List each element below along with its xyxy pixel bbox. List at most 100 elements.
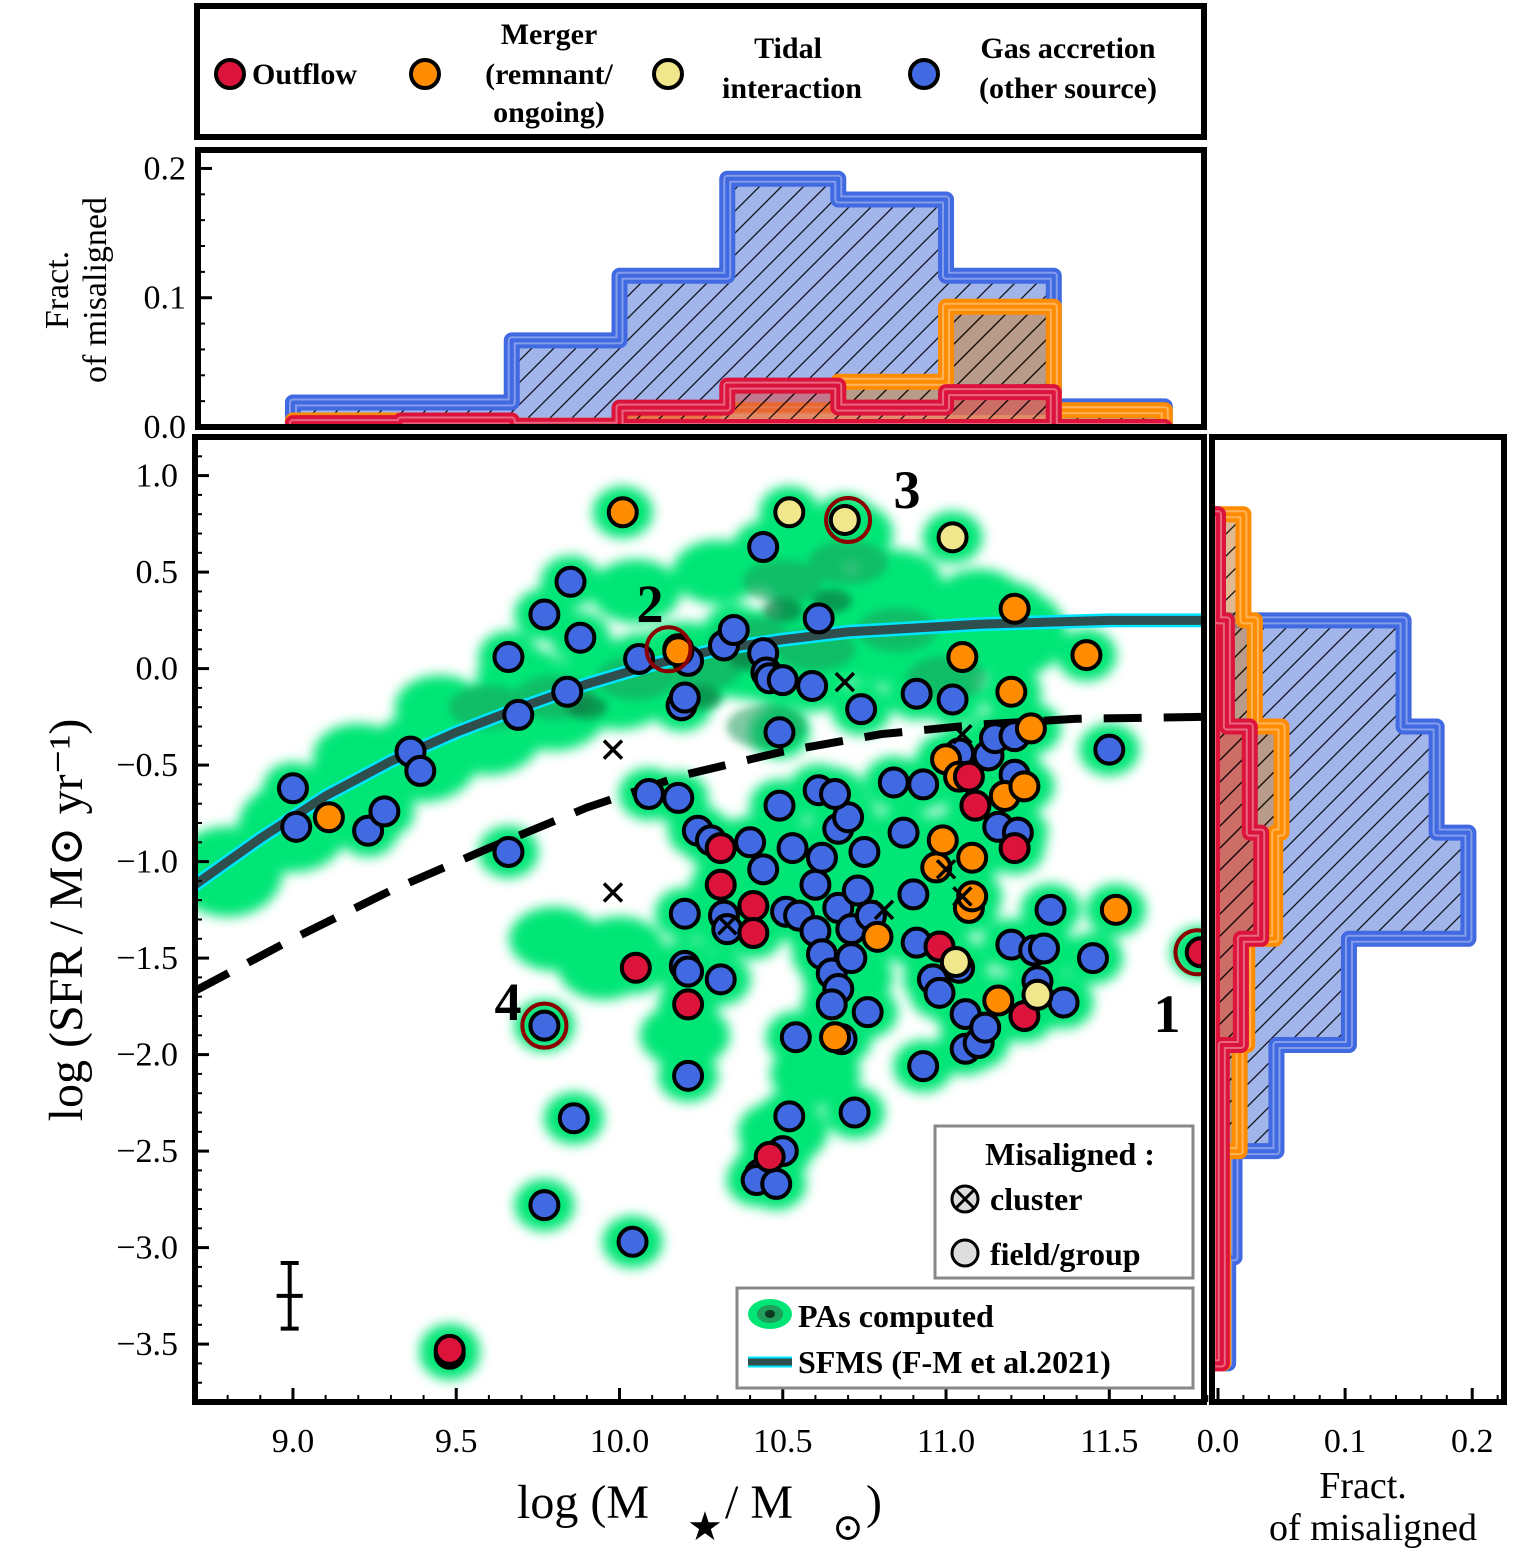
merger-point bbox=[956, 880, 989, 913]
top-legend-frame bbox=[194, 3, 1207, 140]
right-histogram-x-ticks: 0.0 0.1 0.2 bbox=[1197, 1388, 1499, 1460]
gas-accretion-point bbox=[1027, 932, 1060, 965]
merger-point bbox=[1008, 770, 1041, 803]
gas-accretion-point bbox=[528, 1009, 561, 1042]
gas-accretion-point bbox=[528, 1189, 561, 1222]
xlabel-star: ★ bbox=[687, 1504, 723, 1549]
x-tick-label: 9.5 bbox=[435, 1423, 478, 1460]
tidal-point bbox=[939, 945, 972, 978]
highlight-ring-1 bbox=[1173, 928, 1204, 977]
top-legend: Outflow Merger (remnant/ ongoing) Tidal … bbox=[194, 3, 1207, 140]
gas-accretion-point bbox=[1093, 733, 1126, 766]
outflow-point bbox=[737, 889, 770, 922]
merger-point bbox=[1070, 639, 1103, 672]
annotation-1: 1 bbox=[1154, 984, 1181, 1044]
main-scatter-panel: 9.0 9.5 10.0 10.5 11.0 11.5 1.0 0.5 0.0 −0.5 −1.0 −… bbox=[40, 434, 1209, 1549]
merger-legend-label-1: Merger bbox=[501, 18, 598, 51]
xlabel-part-2: / M bbox=[725, 1476, 793, 1529]
gas-accretion-point bbox=[776, 832, 809, 865]
gas-accretion-point bbox=[668, 897, 701, 930]
annotation-4: 4 bbox=[495, 972, 522, 1032]
gas-accretion-point bbox=[819, 778, 852, 811]
right-xlabel-line2: of misaligned bbox=[1269, 1507, 1477, 1549]
contour-blob bbox=[639, 1003, 730, 1068]
merger-point bbox=[926, 824, 959, 857]
top-hist-outflow bbox=[284, 377, 1173, 427]
merger-point bbox=[1099, 893, 1132, 926]
gas-accretion-point bbox=[763, 716, 796, 749]
scatter-points bbox=[276, 495, 1204, 1370]
gas-accretion-point bbox=[841, 874, 874, 907]
gas-accretion-point bbox=[368, 795, 401, 828]
right-hist-outflow bbox=[1212, 506, 1270, 1372]
cluster-cross-marker bbox=[952, 886, 973, 907]
outflow-point bbox=[753, 1140, 786, 1173]
merger-legend-marker bbox=[409, 58, 441, 90]
annotation-2: 2 bbox=[637, 574, 664, 634]
gas-accretion-point bbox=[936, 683, 969, 716]
gas-accretion-point bbox=[773, 1100, 806, 1133]
gas-legend-label-2: (other source) bbox=[979, 72, 1157, 105]
y-tick-label: −3.5 bbox=[116, 1326, 178, 1363]
gas-accretion-point bbox=[1034, 893, 1067, 926]
xlabel-sun: ⊙ bbox=[832, 1507, 864, 1549]
sfms-legend-label: SFMS (F-M et al.2021) bbox=[798, 1344, 1111, 1380]
cluster-cross-marker bbox=[873, 899, 895, 921]
top-y-tick-label: 0.2 bbox=[144, 150, 187, 187]
outflow-point bbox=[959, 789, 992, 822]
top-histogram-panel: 0.0 0.1 0.2 Fract. of misaligned bbox=[39, 147, 1207, 446]
gas-accretion-point bbox=[799, 868, 832, 901]
tidal-point bbox=[773, 496, 806, 529]
gas-accretion-point bbox=[851, 996, 884, 1029]
gas-accretion-point bbox=[802, 602, 835, 635]
gas-accretion-point bbox=[845, 693, 878, 726]
merger-point bbox=[946, 641, 979, 674]
gas-accretion-point bbox=[796, 669, 829, 702]
cluster-cross-marker bbox=[952, 723, 973, 745]
right-histogram-panel: 0.0 0.1 0.2 Fract. of misaligned bbox=[1197, 434, 1507, 1549]
gas-accretion-point bbox=[551, 675, 584, 708]
gas-accretion-point bbox=[969, 1011, 1002, 1044]
y-tick-label: −2.5 bbox=[116, 1133, 178, 1170]
right-xlabel-line1: Fract. bbox=[1319, 1465, 1407, 1507]
gas-accretion-point bbox=[815, 988, 848, 1021]
tidal-legend-label-1: Tidal bbox=[754, 32, 822, 65]
merger-point bbox=[998, 592, 1031, 625]
misaligned-legend-field: field/group bbox=[990, 1236, 1141, 1272]
x-tick-label: 10.5 bbox=[753, 1423, 813, 1460]
y-tick-label: 0.0 bbox=[136, 651, 179, 688]
merger-point bbox=[1014, 712, 1047, 745]
outflow-point bbox=[737, 917, 770, 950]
outflow-point bbox=[619, 951, 652, 984]
gas-accretion-point bbox=[502, 698, 535, 731]
top-y-tick-label: 0.0 bbox=[144, 409, 187, 446]
right-x-tick-label: 0.1 bbox=[1324, 1423, 1367, 1460]
outflow-point bbox=[704, 832, 737, 865]
xlabel-part-1: log (M bbox=[517, 1476, 649, 1529]
cluster-marker-icon bbox=[950, 1184, 980, 1214]
merger-point bbox=[606, 496, 639, 529]
gas-accretion-point bbox=[662, 781, 695, 814]
top-y-tick-label: 0.1 bbox=[144, 280, 187, 317]
highlight-ring-3 bbox=[824, 495, 873, 544]
cluster-cross-marker bbox=[935, 859, 957, 880]
outflow-legend-marker bbox=[214, 58, 246, 90]
outflow-point bbox=[952, 760, 985, 793]
contour-blob bbox=[742, 559, 823, 604]
right-x-tick-label: 0.0 bbox=[1197, 1423, 1240, 1460]
gas-legend-marker bbox=[908, 58, 940, 90]
tidal-point bbox=[828, 503, 861, 536]
gas-accretion-point bbox=[711, 913, 744, 946]
gas-accretion-point bbox=[632, 778, 665, 811]
hist-outline-inner bbox=[290, 383, 1167, 427]
y-tick-label: 1.0 bbox=[136, 458, 179, 495]
y-tick-label: −2.0 bbox=[116, 1037, 178, 1074]
merger-point bbox=[861, 920, 894, 953]
gas-accretion-point bbox=[900, 677, 933, 710]
misaligned-legend: Misaligned : cluster field/group bbox=[933, 1124, 1195, 1280]
gas-accretion-point bbox=[838, 1096, 871, 1129]
gas-accretion-point bbox=[672, 955, 705, 988]
outflow-point bbox=[704, 868, 737, 901]
gas-accretion-point bbox=[492, 835, 525, 868]
